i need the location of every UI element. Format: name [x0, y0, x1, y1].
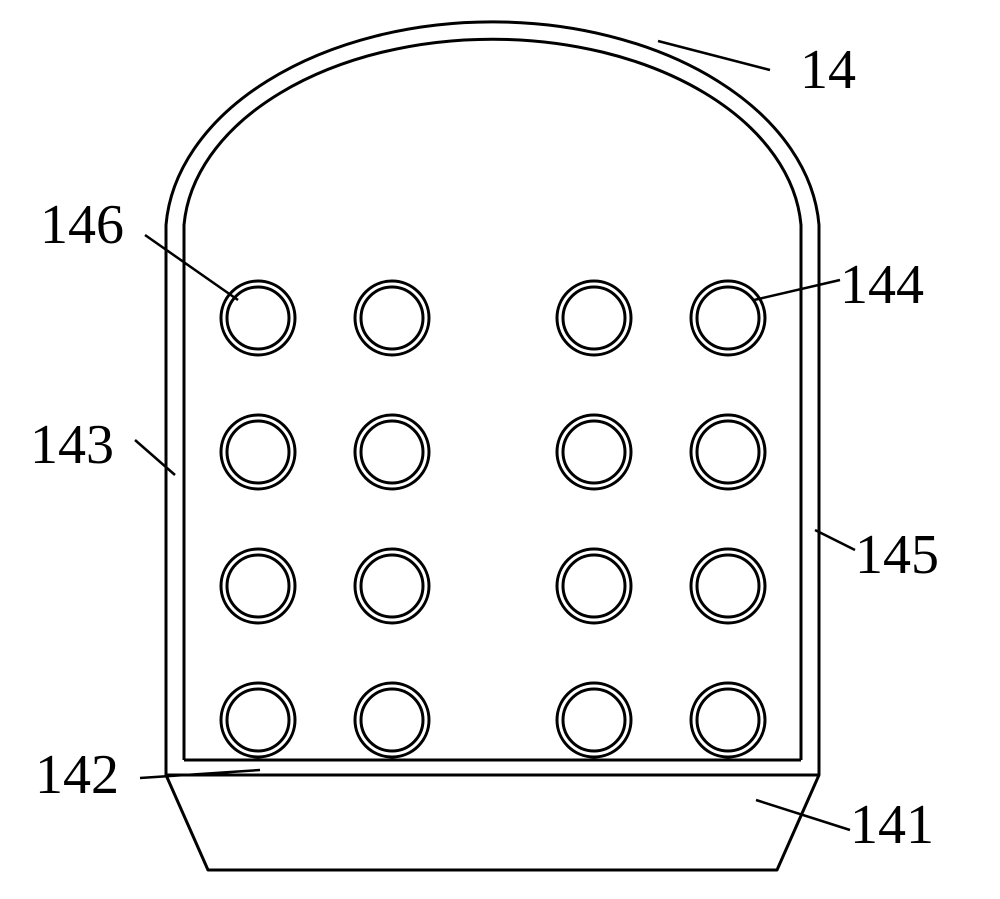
hole-inner	[361, 287, 423, 349]
hole-outer	[221, 549, 295, 623]
hole-inner	[697, 421, 759, 483]
label-142: 142	[35, 744, 119, 806]
label-146: 146	[40, 194, 124, 256]
hole-outer	[355, 683, 429, 757]
hole-inner	[563, 287, 625, 349]
holes-grid	[221, 281, 765, 757]
hole-inner	[563, 555, 625, 617]
hole-inner	[563, 689, 625, 751]
hole-outer	[221, 281, 295, 355]
hole-outer	[557, 415, 631, 489]
hole-inner	[227, 287, 289, 349]
hole-inner	[697, 555, 759, 617]
hole-outer	[557, 549, 631, 623]
leader-141	[756, 800, 850, 830]
hole-outer	[221, 415, 295, 489]
hole-outer	[557, 683, 631, 757]
hole-outer	[355, 549, 429, 623]
hole-inner	[361, 555, 423, 617]
hole-outer	[355, 281, 429, 355]
hole-inner	[697, 287, 759, 349]
hole-outer	[221, 683, 295, 757]
hole-outer	[355, 415, 429, 489]
leader-145	[815, 530, 855, 550]
hole-inner	[227, 689, 289, 751]
hole-inner	[361, 421, 423, 483]
hole-inner	[227, 555, 289, 617]
leader-144	[754, 280, 840, 300]
shell-inner	[184, 39, 801, 760]
leader-143	[135, 440, 175, 475]
label-143: 143	[30, 414, 114, 476]
label-14: 14	[800, 39, 856, 101]
hole-inner	[361, 689, 423, 751]
hole-outer	[691, 281, 765, 355]
hole-inner	[563, 421, 625, 483]
label-145: 145	[855, 524, 939, 586]
leader-146	[145, 235, 238, 300]
leader-14	[658, 41, 770, 70]
hole-outer	[691, 549, 765, 623]
hole-outer	[691, 683, 765, 757]
shell-outer	[166, 22, 819, 870]
hole-outer	[691, 415, 765, 489]
hole-inner	[697, 689, 759, 751]
label-141: 141	[850, 794, 934, 856]
label-144: 144	[840, 254, 924, 316]
hole-outer	[557, 281, 631, 355]
hole-inner	[227, 421, 289, 483]
